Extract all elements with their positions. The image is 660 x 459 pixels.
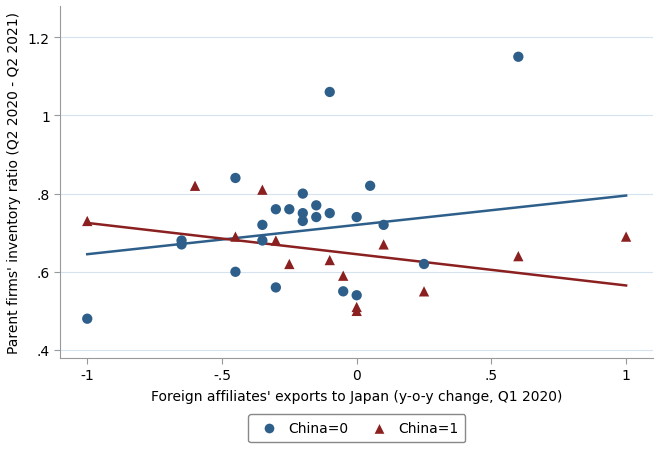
- Y-axis label: Parent firms' inventory ratio (Q2 2020 - Q2 2021): Parent firms' inventory ratio (Q2 2020 -…: [7, 12, 21, 353]
- Point: [176, 237, 187, 245]
- Point: [271, 237, 281, 245]
- Point: [325, 89, 335, 96]
- Point: [176, 241, 187, 249]
- Point: [189, 183, 200, 190]
- Point: [271, 284, 281, 291]
- Point: [418, 261, 429, 268]
- Point: [325, 210, 335, 218]
- Point: [271, 206, 281, 213]
- Legend: China=0, China=1: China=0, China=1: [248, 414, 465, 442]
- Point: [378, 222, 389, 229]
- Point: [284, 206, 294, 213]
- Point: [351, 308, 362, 315]
- Point: [257, 222, 268, 229]
- Point: [311, 214, 321, 221]
- Point: [257, 187, 268, 194]
- Point: [513, 253, 523, 260]
- Point: [298, 218, 308, 225]
- Point: [365, 183, 376, 190]
- Point: [351, 292, 362, 299]
- Point: [513, 54, 523, 62]
- Point: [325, 257, 335, 264]
- Point: [351, 214, 362, 221]
- Point: [351, 304, 362, 311]
- Point: [311, 202, 321, 210]
- Point: [230, 234, 241, 241]
- Point: [338, 288, 348, 296]
- Point: [82, 218, 92, 225]
- X-axis label: Foreign affiliates' exports to Japan (y-o-y change, Q1 2020): Foreign affiliates' exports to Japan (y-…: [151, 389, 562, 403]
- Point: [418, 288, 429, 296]
- Point: [378, 241, 389, 249]
- Point: [298, 210, 308, 218]
- Point: [284, 261, 294, 268]
- Point: [298, 190, 308, 198]
- Point: [338, 273, 348, 280]
- Point: [257, 237, 268, 245]
- Point: [82, 315, 92, 323]
- Point: [230, 175, 241, 182]
- Point: [621, 234, 632, 241]
- Point: [230, 269, 241, 276]
